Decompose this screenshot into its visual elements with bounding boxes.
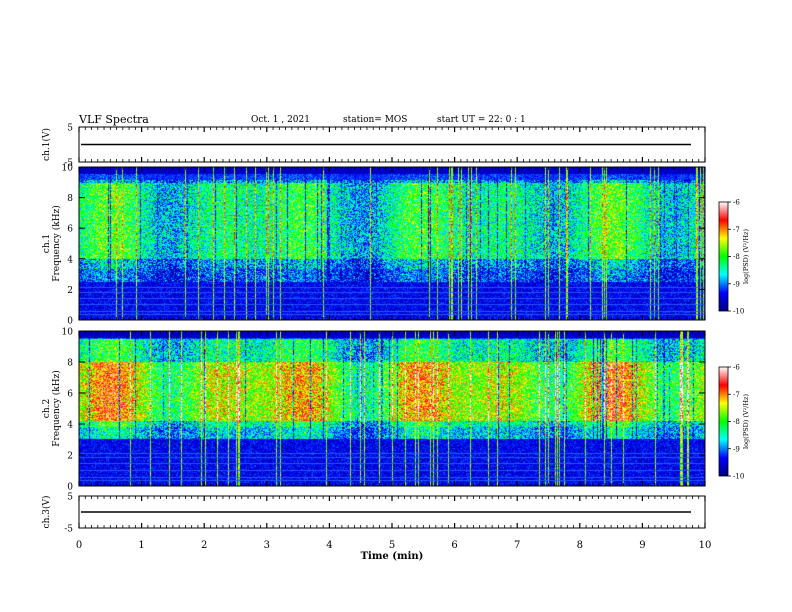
colorbar-label: log(PSD) (V²/Hz) — [742, 229, 750, 284]
y-tick-label: 5 — [67, 124, 73, 134]
x-tick-label: 6 — [451, 540, 457, 551]
x-tick-label: 4 — [326, 540, 332, 551]
y-tick-label: 2 — [67, 286, 73, 296]
y-tick-label: 10 — [62, 328, 74, 338]
y-tick-label: 2 — [67, 452, 73, 462]
colorbar — [718, 201, 729, 312]
station-label: station= MOS — [343, 115, 408, 125]
y-tick-label: 8 — [67, 194, 73, 204]
chart-title: VLF Spectra — [79, 113, 149, 126]
x-tick-label: 7 — [514, 540, 520, 551]
x-tick-label: 1 — [138, 540, 144, 551]
date-label: Oct. 1 , 2021 — [251, 115, 310, 125]
x-tick-label: 5 — [389, 540, 395, 551]
start-ut-label: start UT = 22: 0 : 1 — [437, 115, 526, 125]
colorbar-tick-label: -7 — [733, 226, 740, 234]
y-tick-label: 4 — [67, 255, 73, 265]
y-tick-label: -5 — [64, 159, 73, 169]
y-tick-label: 6 — [67, 390, 73, 400]
x-tick-label: 0 — [76, 540, 82, 551]
y-tick-label: 4 — [67, 421, 73, 431]
y-axis-channel-label: ch.1 — [42, 234, 52, 253]
colorbar-tick-label: -10 — [733, 473, 744, 481]
y-tick-label: -5 — [64, 525, 73, 535]
colorbar-tick-label: -9 — [733, 445, 740, 453]
ch2-spectrogram-image — [79, 331, 705, 486]
y-tick-label: 0 — [67, 483, 73, 493]
y-tick-label: 6 — [67, 225, 73, 235]
y-axis-label: ch.3(V) — [41, 496, 52, 529]
y-tick-label: 10 — [62, 164, 74, 174]
x-tick-label: 9 — [639, 540, 645, 551]
y-tick-label: 8 — [67, 359, 73, 369]
y-axis-label: Frequency (kHz) — [51, 205, 62, 282]
y-axis-channel-label: ch.2 — [42, 399, 52, 418]
colorbar-label: log(PSD) (V²/Hz) — [742, 394, 750, 449]
y-tick-label: 0 — [67, 317, 73, 327]
colorbar-tick-label: -9 — [733, 280, 740, 288]
ch1-spectrogram-image — [79, 167, 705, 320]
colorbar-tick-label: -6 — [733, 364, 740, 372]
colorbar-tick-label: -10 — [733, 308, 744, 316]
y-axis-label: Frequency (kHz) — [51, 370, 62, 447]
x-tick-label: 2 — [201, 540, 207, 551]
x-axis-label: Time (min) — [361, 551, 424, 562]
y-tick-label: 5 — [67, 493, 73, 503]
colorbar — [718, 366, 729, 477]
x-tick-label: 8 — [577, 540, 583, 551]
x-tick-label: 10 — [699, 540, 712, 551]
colorbar-tick-label: -7 — [733, 391, 740, 399]
colorbar-tick-label: -6 — [733, 199, 740, 207]
colorbar-tick-label: -8 — [733, 418, 740, 426]
y-axis-label: ch.1(V) — [41, 128, 52, 161]
x-tick-label: 3 — [264, 540, 270, 551]
colorbar-tick-label: -8 — [733, 253, 740, 261]
